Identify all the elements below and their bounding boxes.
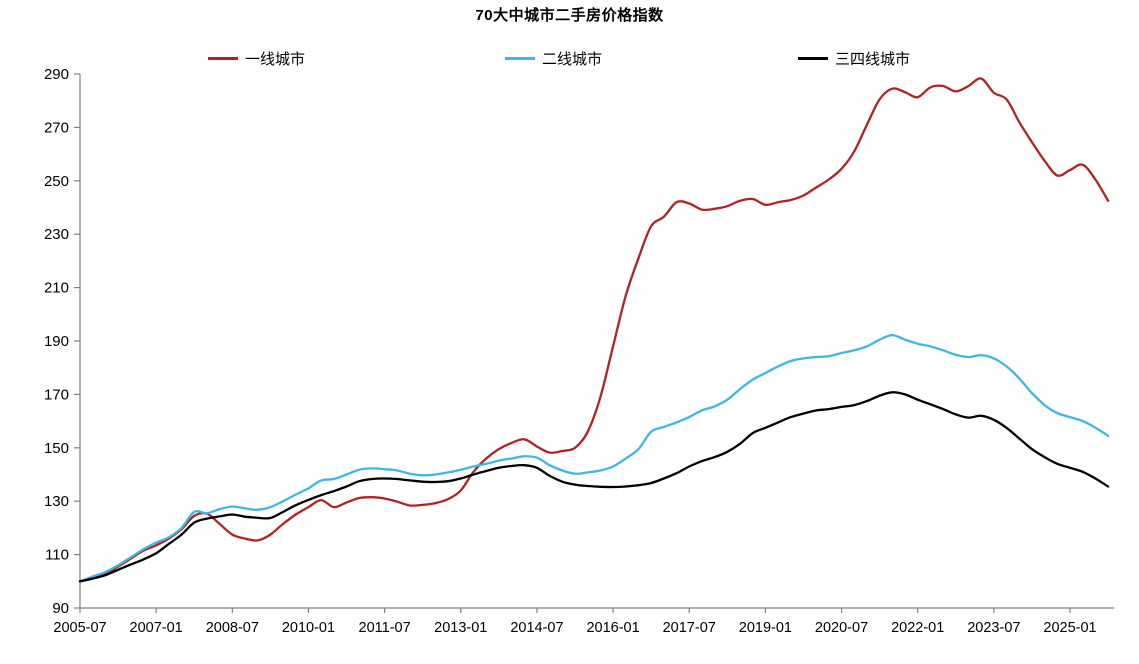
x-tick-label: 2025-01 xyxy=(1043,620,1096,636)
legend-label-third-fourth-tier: 三四线城市 xyxy=(835,50,911,68)
y-tick-label: 130 xyxy=(44,493,69,510)
x-tick-label: 2014-07 xyxy=(510,620,563,636)
series-line-third-fourth-tier xyxy=(78,391,1110,583)
legend-label-second-tier: 二线城市 xyxy=(542,50,603,68)
series-line-first-tier xyxy=(78,77,1110,583)
y-tick-label: 270 xyxy=(44,119,69,136)
x-tick-label: 2020-07 xyxy=(815,620,868,636)
legend-label-first-tier: 一线城市 xyxy=(245,50,306,68)
x-tick-label: 2010-01 xyxy=(282,620,335,636)
x-tick-label: 2023-07 xyxy=(967,620,1020,636)
x-tick-label: 2011-07 xyxy=(359,620,411,636)
x-tick-label: 2016-01 xyxy=(586,620,639,636)
series-line-second-tier xyxy=(78,333,1110,583)
legend-item-third-fourth-tier: 三四线城市 xyxy=(798,50,911,68)
legend-item-second-tier: 二线城市 xyxy=(505,50,603,68)
legend-item-first-tier: 一线城市 xyxy=(208,50,306,68)
x-tick-label: 2013-01 xyxy=(434,620,487,636)
y-tick-label: 230 xyxy=(44,226,69,243)
x-tick-label: 2005-07 xyxy=(53,620,106,636)
x-tick-label: 2017-07 xyxy=(663,620,716,636)
legend-line-swatch-first-tier xyxy=(208,56,238,60)
chart-title: 70大中城市二手房价格指数 xyxy=(475,7,664,24)
legend-line-swatch-third-fourth-tier xyxy=(798,56,828,60)
legend-line-swatch-second-tier xyxy=(505,56,535,60)
y-tick-label: 110 xyxy=(45,547,69,564)
x-tick-label: 2019-01 xyxy=(739,620,792,636)
x-tick-label: 2008-07 xyxy=(206,620,259,636)
y-tick-label: 290 xyxy=(44,66,69,83)
y-tick-label: 250 xyxy=(44,173,69,190)
y-tick-label: 150 xyxy=(44,440,69,457)
x-tick-label: 2007-01 xyxy=(130,620,183,636)
x-tick-label: 2022-01 xyxy=(891,620,944,636)
y-tick-label: 190 xyxy=(44,333,69,350)
y-tick-label: 90 xyxy=(52,600,69,617)
y-tick-label: 170 xyxy=(44,386,69,403)
y-tick-label: 210 xyxy=(44,280,69,297)
